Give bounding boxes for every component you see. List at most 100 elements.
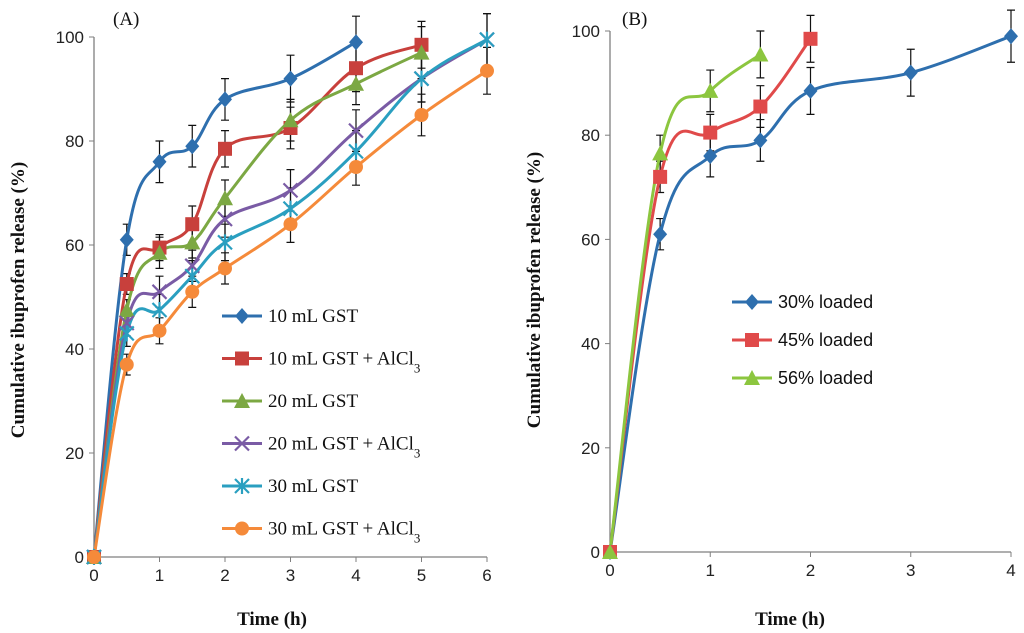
panel-a-legend-label-2: 20 mL GST (268, 391, 358, 412)
panel-b-data-point-2-2 (702, 82, 719, 98)
panel-a-data-point-4-8 (479, 31, 495, 48)
panel-a-data-point-2-6 (348, 75, 364, 91)
panel-b-x-tick-label: 0 (605, 561, 614, 580)
panel-a-data-point-0-2 (152, 153, 167, 170)
panel-b-legend-swatch-marker-0 (745, 294, 759, 310)
panel-b-legend-swatch-marker-1 (745, 333, 759, 347)
panel-a-data-point-5-0 (87, 550, 101, 564)
panel-a-legend-swatch-marker-0 (235, 308, 249, 324)
panel-a-data-point-4-7 (413, 70, 430, 87)
panel-b-x-tick-label: 4 (1006, 561, 1015, 580)
panel-a-data-point-5-4 (218, 261, 232, 276)
panel-b-data-point-2-0 (602, 544, 618, 559)
panel-a-data-point-4-3 (184, 268, 201, 285)
panel-b-data-point-1-2 (703, 125, 718, 140)
panel-a-data-point-1-3 (185, 217, 200, 232)
panel-a-y-tick-label: 40 (65, 340, 84, 359)
panel-a-data-point-5-7 (414, 108, 429, 122)
panel-a-chart: 0 1 2 3 4 5 6 0 20 40 60 80 100 (A) Time (h) Cumula… (8, 9, 495, 630)
panel-a-data-point-1-6 (349, 61, 363, 76)
panel-a-data-point-2-4 (217, 190, 233, 206)
panel-a-legend-swatch-marker-3 (234, 435, 250, 452)
panel-b-legend-label-2: 56% loaded (778, 368, 873, 388)
panel-a-legend-item-4: 30 mL GST (222, 476, 358, 497)
panel-a-x-tick-label: 3 (286, 566, 295, 585)
panel-a-data-point-5-8 (480, 63, 494, 78)
panel-b-y-tick-label: 100 (572, 22, 600, 41)
panel-a-legend-swatch-marker-5 (235, 521, 249, 536)
panel-a-data-point-0-5 (283, 70, 298, 87)
panel-b-y-tick-label: 80 (581, 126, 600, 145)
panel-a-legend-label-3: 20 mL GST + AlCl3 (268, 434, 420, 461)
panel-b-y-tick-label: 0 (591, 543, 600, 562)
panel-a-legend-swatch-marker-4 (234, 478, 250, 494)
panel-b-data-point-1-4 (803, 31, 818, 46)
panel-b-legend-label-0: 30% loaded (778, 292, 873, 312)
panel-a-legend-item-0: 10 mL GST (222, 306, 358, 327)
panel-b-data-point-0-6 (1004, 28, 1018, 45)
panel-b-x-tick-label: 3 (906, 561, 915, 580)
panel-a-legend-label-sub-3: 3 (414, 445, 421, 460)
panel-a-y-tick-label: 0 (75, 548, 84, 567)
panel-a-x-tick-label: 2 (220, 566, 229, 585)
panel-b-data-point-0-1 (653, 226, 668, 243)
panel-a-data-point-4-5 (282, 200, 299, 217)
panel-a-data-point-2-2 (151, 244, 168, 260)
panel-a-legend-item-2: 20 mL GST (222, 391, 358, 412)
panel-a-data-point-2-3 (184, 234, 201, 250)
panel-a-data-point-2-1 (118, 302, 135, 317)
panel-b-x-tick-label: 2 (806, 561, 815, 580)
panel-b-legend: 30% loaded 45% loaded 56% loaded (732, 292, 873, 388)
panel-a-x-tick-label: 6 (482, 566, 491, 585)
panel-a-series-line-1 (92, 43, 423, 558)
panel-a-legend-label-1: 10 mL GST + AlCl3 (268, 349, 420, 376)
panel-b-data-point-0-5 (903, 64, 918, 81)
panel-b-y-tick-label: 20 (581, 439, 600, 458)
panel-a-data-point-0-6 (349, 34, 363, 51)
panel-b-y-tick-label: 40 (581, 335, 600, 354)
panel-a-y-tick-label: 20 (65, 444, 84, 463)
panel-a-x-tick-label: 0 (89, 566, 98, 585)
panel-a-data-point-1-4 (218, 141, 232, 156)
panel-a-data-point-5-6 (349, 160, 363, 174)
panel-a-data-point-4-4 (217, 234, 233, 251)
panel-a-data-point-5-5 (283, 217, 298, 232)
panel-a-legend-item-5: 30 mL GST + AlCl3 (222, 519, 420, 546)
panel-a-data-point-5-1 (119, 357, 134, 372)
panel-b-data-point-1-3 (753, 99, 768, 114)
panel-a-data-point-0-4 (218, 91, 232, 108)
panel-a-label: (A) (113, 9, 139, 30)
panel-a-x-axis-title: Time (h) (237, 609, 307, 630)
panel-a-data-point-0-1 (119, 231, 134, 248)
panel-b-x-tick-label: 1 (706, 561, 715, 580)
panel-a-series-line-2 (92, 51, 423, 558)
panel-a-data-point-3-2 (151, 284, 168, 300)
panel-a-legend-label-4: 30 mL GST (268, 476, 358, 497)
panel-a-data-point-3-4 (217, 211, 233, 227)
panel-b-legend-item-0: 30% loaded (732, 292, 873, 312)
panel-b-chart: 0 1 2 3 4 0 20 40 60 80 100 (B) Time (h) Cumulati… (524, 9, 1018, 630)
panel-a-x-tick-label: 1 (155, 566, 164, 585)
panel-a-y-tick-label: 60 (65, 236, 84, 255)
panel-a-data-point-0-3 (185, 138, 200, 155)
panel-a-data-point-4-1 (118, 325, 135, 342)
panel-a-data-point-4-6 (348, 143, 364, 160)
panel-a-legend: 10 mL GST 10 mL GST + AlCl3 20 mL GST 20 mL… (222, 306, 420, 545)
panel-a-data-point-1-1 (119, 277, 134, 291)
panel-a-data-point-5-2 (152, 323, 167, 338)
panel-a-legend-label-sub-5: 3 (414, 530, 421, 545)
panel-b-legend-item-1: 45% loaded (732, 330, 873, 350)
panel-a-data-point-2-5 (282, 112, 299, 128)
panel-a-legend-swatch-marker-1 (235, 351, 249, 366)
panel-b-data-point-2-1 (652, 145, 669, 161)
panel-a-x-tick-label: 4 (351, 566, 360, 585)
panel-b-x-axis-title: Time (h) (755, 609, 825, 630)
panel-a-x-tick-label: 5 (417, 566, 426, 585)
panel-a-data-point-3-5 (282, 182, 299, 199)
panel-a-y-tick-label: 80 (65, 132, 84, 151)
panel-a-legend-label-5: 30 mL GST + AlCl3 (268, 519, 420, 546)
panel-b-data-point-1-1 (653, 169, 668, 184)
panel-a-data-point-3-6 (348, 122, 364, 139)
panel-b-data-point-0-4 (803, 82, 818, 99)
